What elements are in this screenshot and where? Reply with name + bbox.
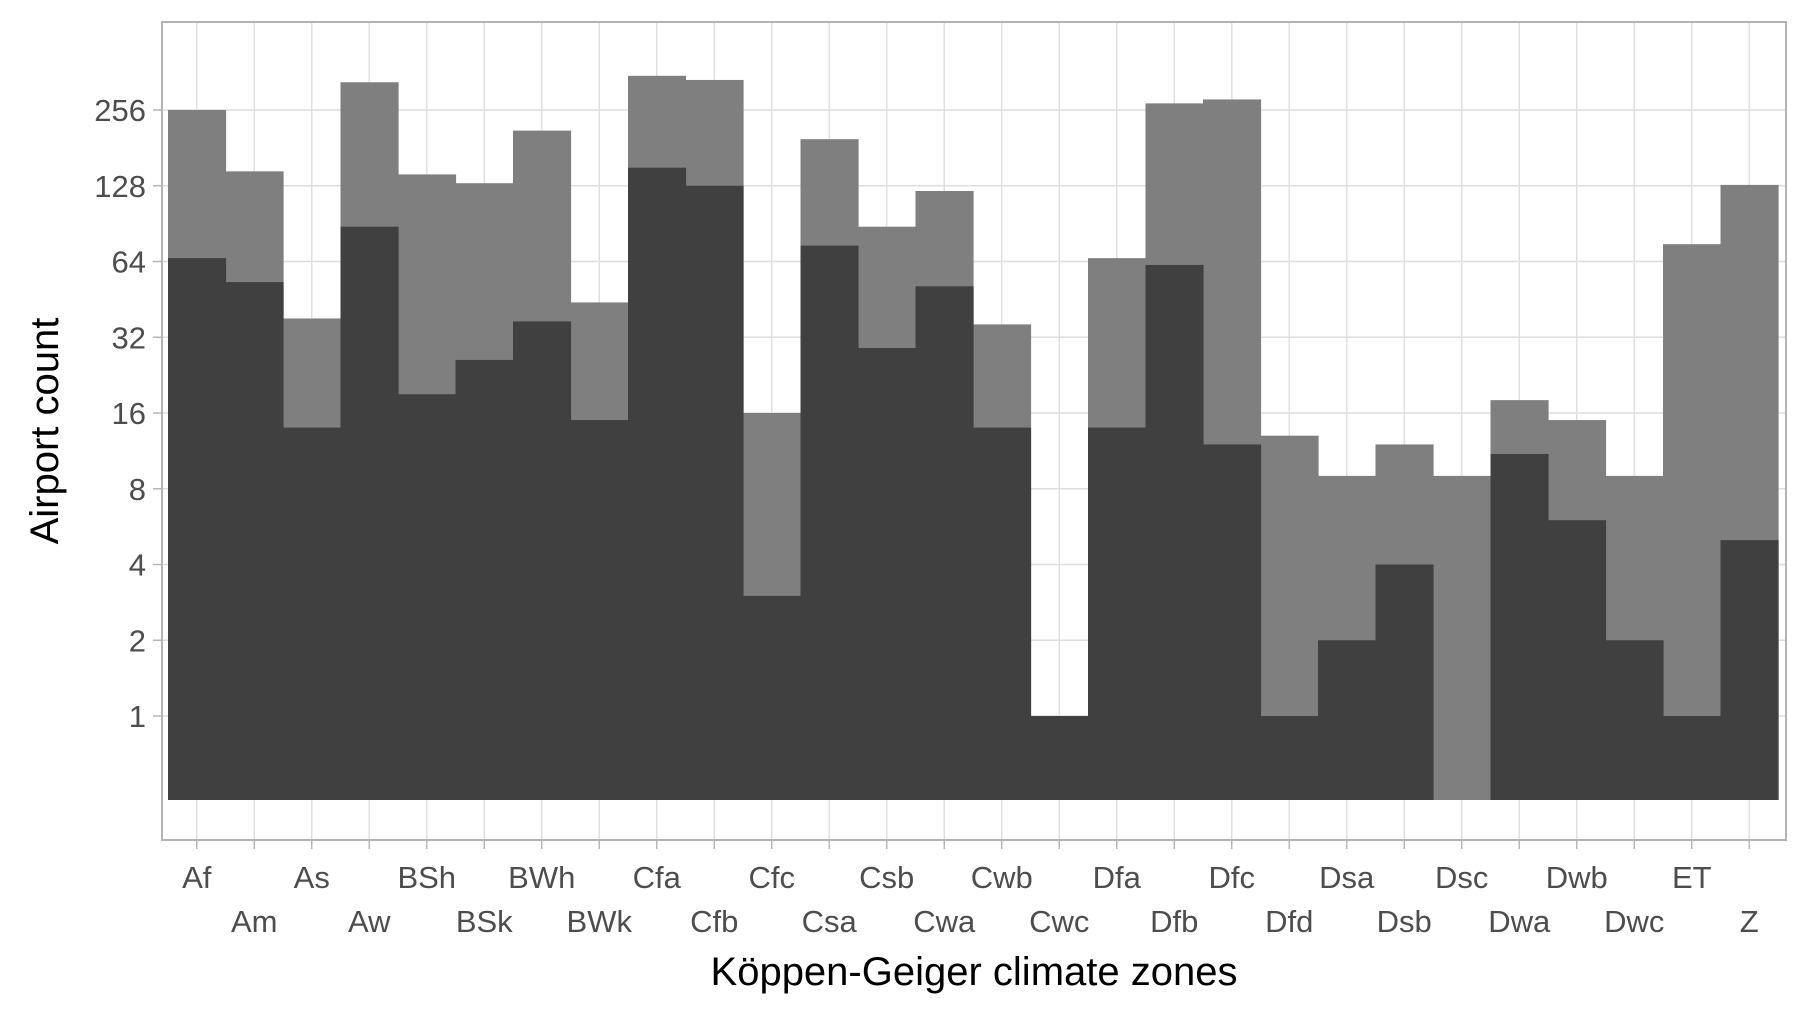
x-tick-label: Dfc bbox=[1209, 860, 1256, 895]
x-tick-label: Dsc bbox=[1435, 860, 1488, 895]
x-tick-label: BSk bbox=[456, 904, 513, 939]
y-tick-label: 128 bbox=[94, 169, 146, 204]
x-tick-label: Af bbox=[182, 860, 212, 895]
bar-Dfa-s2 bbox=[1088, 427, 1147, 800]
bar-BSh-s2 bbox=[398, 394, 457, 800]
x-tick-label: Cwc bbox=[1029, 904, 1089, 939]
x-tick-label: Cwb bbox=[971, 860, 1033, 895]
x-tick-label: As bbox=[294, 860, 330, 895]
x-tick-label: Dsb bbox=[1377, 904, 1432, 939]
bar-Cwc-s2 bbox=[1030, 716, 1089, 800]
x-tick-label: BSh bbox=[397, 860, 456, 895]
y-tick-label: 2 bbox=[129, 623, 146, 658]
x-tick-label: Cfb bbox=[690, 904, 738, 939]
bar-Cwa-s2 bbox=[915, 286, 974, 800]
x-tick-label: Cfa bbox=[633, 860, 682, 895]
x-axis-title: Köppen-Geiger climate zones bbox=[711, 950, 1238, 994]
x-tick-label: Dwc bbox=[1604, 904, 1664, 939]
y-tick-label: 32 bbox=[112, 320, 146, 355]
bar-Dfb-s2 bbox=[1145, 264, 1204, 801]
bar-Cwb-s2 bbox=[973, 427, 1032, 800]
bar-Dwb-s2 bbox=[1548, 520, 1607, 800]
bar-Dsb-s2 bbox=[1375, 564, 1434, 800]
bar-Dfc-s2 bbox=[1203, 444, 1262, 800]
bar-Csb-s2 bbox=[858, 348, 917, 800]
bar-BWk-s2 bbox=[570, 420, 629, 800]
bar-Dfd-s2 bbox=[1260, 716, 1319, 800]
x-tick-label: Am bbox=[231, 904, 278, 939]
bar-Cfa-s2 bbox=[628, 167, 687, 800]
bar-Z-s2 bbox=[1720, 540, 1779, 800]
bar-Dsc-s1 bbox=[1433, 475, 1492, 800]
y-tick-label: 8 bbox=[129, 472, 146, 507]
x-tick-label: Z bbox=[1740, 904, 1759, 939]
bar-Af-s2 bbox=[168, 258, 227, 800]
y-tick-label: 4 bbox=[129, 548, 146, 583]
bar-Cfc-s2 bbox=[743, 595, 802, 800]
x-tick-label: Cfc bbox=[749, 860, 796, 895]
bar-Am-s2 bbox=[225, 282, 284, 801]
y-tick-label: 64 bbox=[112, 245, 146, 280]
y-axis-title: Airport count bbox=[23, 318, 67, 545]
bars bbox=[168, 75, 1779, 801]
x-tick-label: Csb bbox=[859, 860, 914, 895]
x-tick-label: Dfd bbox=[1265, 904, 1313, 939]
bar-BSk-s2 bbox=[455, 359, 514, 800]
y-axis-ticks: 1 2 4 8 16 32 64 128 256 bbox=[94, 93, 162, 734]
x-tick-label: Dwa bbox=[1488, 904, 1551, 939]
panel-border bbox=[161, 21, 1787, 841]
bar-Dsa-s2 bbox=[1318, 640, 1377, 800]
x-tick-label: Dwb bbox=[1546, 860, 1608, 895]
x-tick-label: BWk bbox=[567, 904, 633, 939]
bar-ET-s2 bbox=[1663, 716, 1722, 800]
bar-Dwc-s2 bbox=[1605, 640, 1664, 800]
bar-Csa-s2 bbox=[800, 245, 859, 800]
bar-BWh-s2 bbox=[513, 321, 572, 800]
x-tick-label: Dfb bbox=[1150, 904, 1198, 939]
bar-Aw-s2 bbox=[340, 226, 399, 800]
x-tick-label: BWh bbox=[508, 860, 575, 895]
x-tick-label: Dfa bbox=[1093, 860, 1142, 895]
x-tick-label: Aw bbox=[348, 904, 391, 939]
y-tick-label: 256 bbox=[94, 93, 146, 128]
x-tick-label: Csa bbox=[802, 904, 858, 939]
x-tick-label: ET bbox=[1672, 860, 1712, 895]
bar-Dwa-s2 bbox=[1490, 453, 1549, 800]
y-tick-label: 16 bbox=[112, 396, 146, 431]
bar-As-s2 bbox=[283, 427, 342, 800]
bar-Cfb-s2 bbox=[685, 185, 744, 800]
x-tick-label: Cwa bbox=[913, 904, 976, 939]
bar-ET-s1 bbox=[1663, 244, 1722, 800]
x-tick-label: Dsa bbox=[1319, 860, 1375, 895]
y-tick-label: 1 bbox=[129, 699, 146, 734]
